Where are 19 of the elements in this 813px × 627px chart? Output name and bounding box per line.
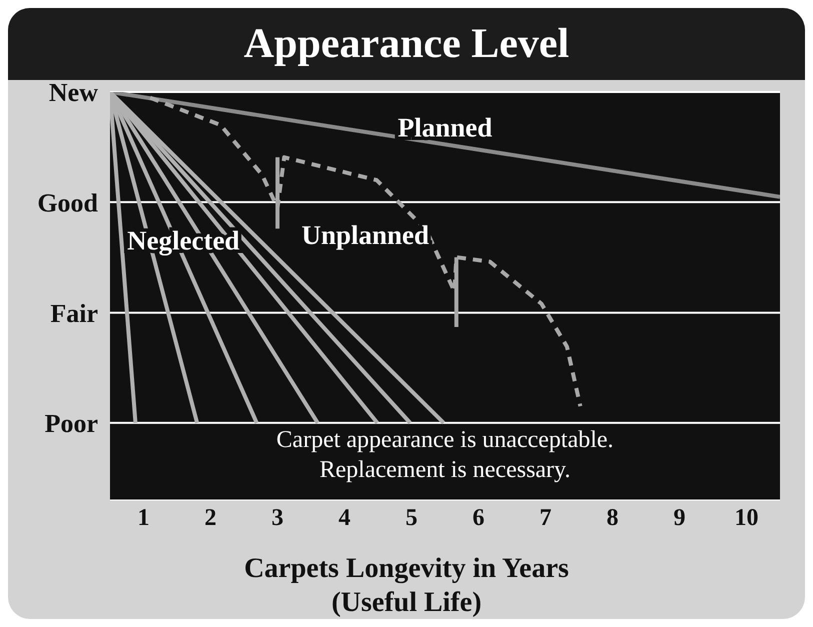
ref-line-label: Good (37, 188, 99, 218)
x-tick-label: 3 (272, 505, 284, 532)
ref-line-label: New (48, 78, 98, 108)
x-tick-label: 4 (338, 505, 350, 532)
x-tick-label: 9 (674, 505, 686, 532)
x-tick-label: 5 (406, 505, 418, 532)
x-tick-label: 7 (540, 505, 552, 532)
x-tick-label: 6 (472, 505, 484, 532)
x-tick-label: 1 (138, 505, 150, 532)
annotation: Carpet appearance is unacceptable. Replacement is necessary. (275, 426, 615, 485)
x-axis-title: Carpets Longevity in Years (Useful Life) (243, 552, 570, 620)
ref-line-label: Fair (50, 298, 98, 328)
chart-title: Appearance Level (8, 8, 805, 80)
x-tick-label: 2 (204, 505, 216, 532)
series-label: Planned (398, 112, 492, 142)
x-tick-label: 8 (606, 505, 618, 532)
series-label: Unplanned (301, 220, 430, 250)
ref-line-label: Poor (44, 409, 98, 438)
x-tick-label: 10 (734, 505, 758, 532)
